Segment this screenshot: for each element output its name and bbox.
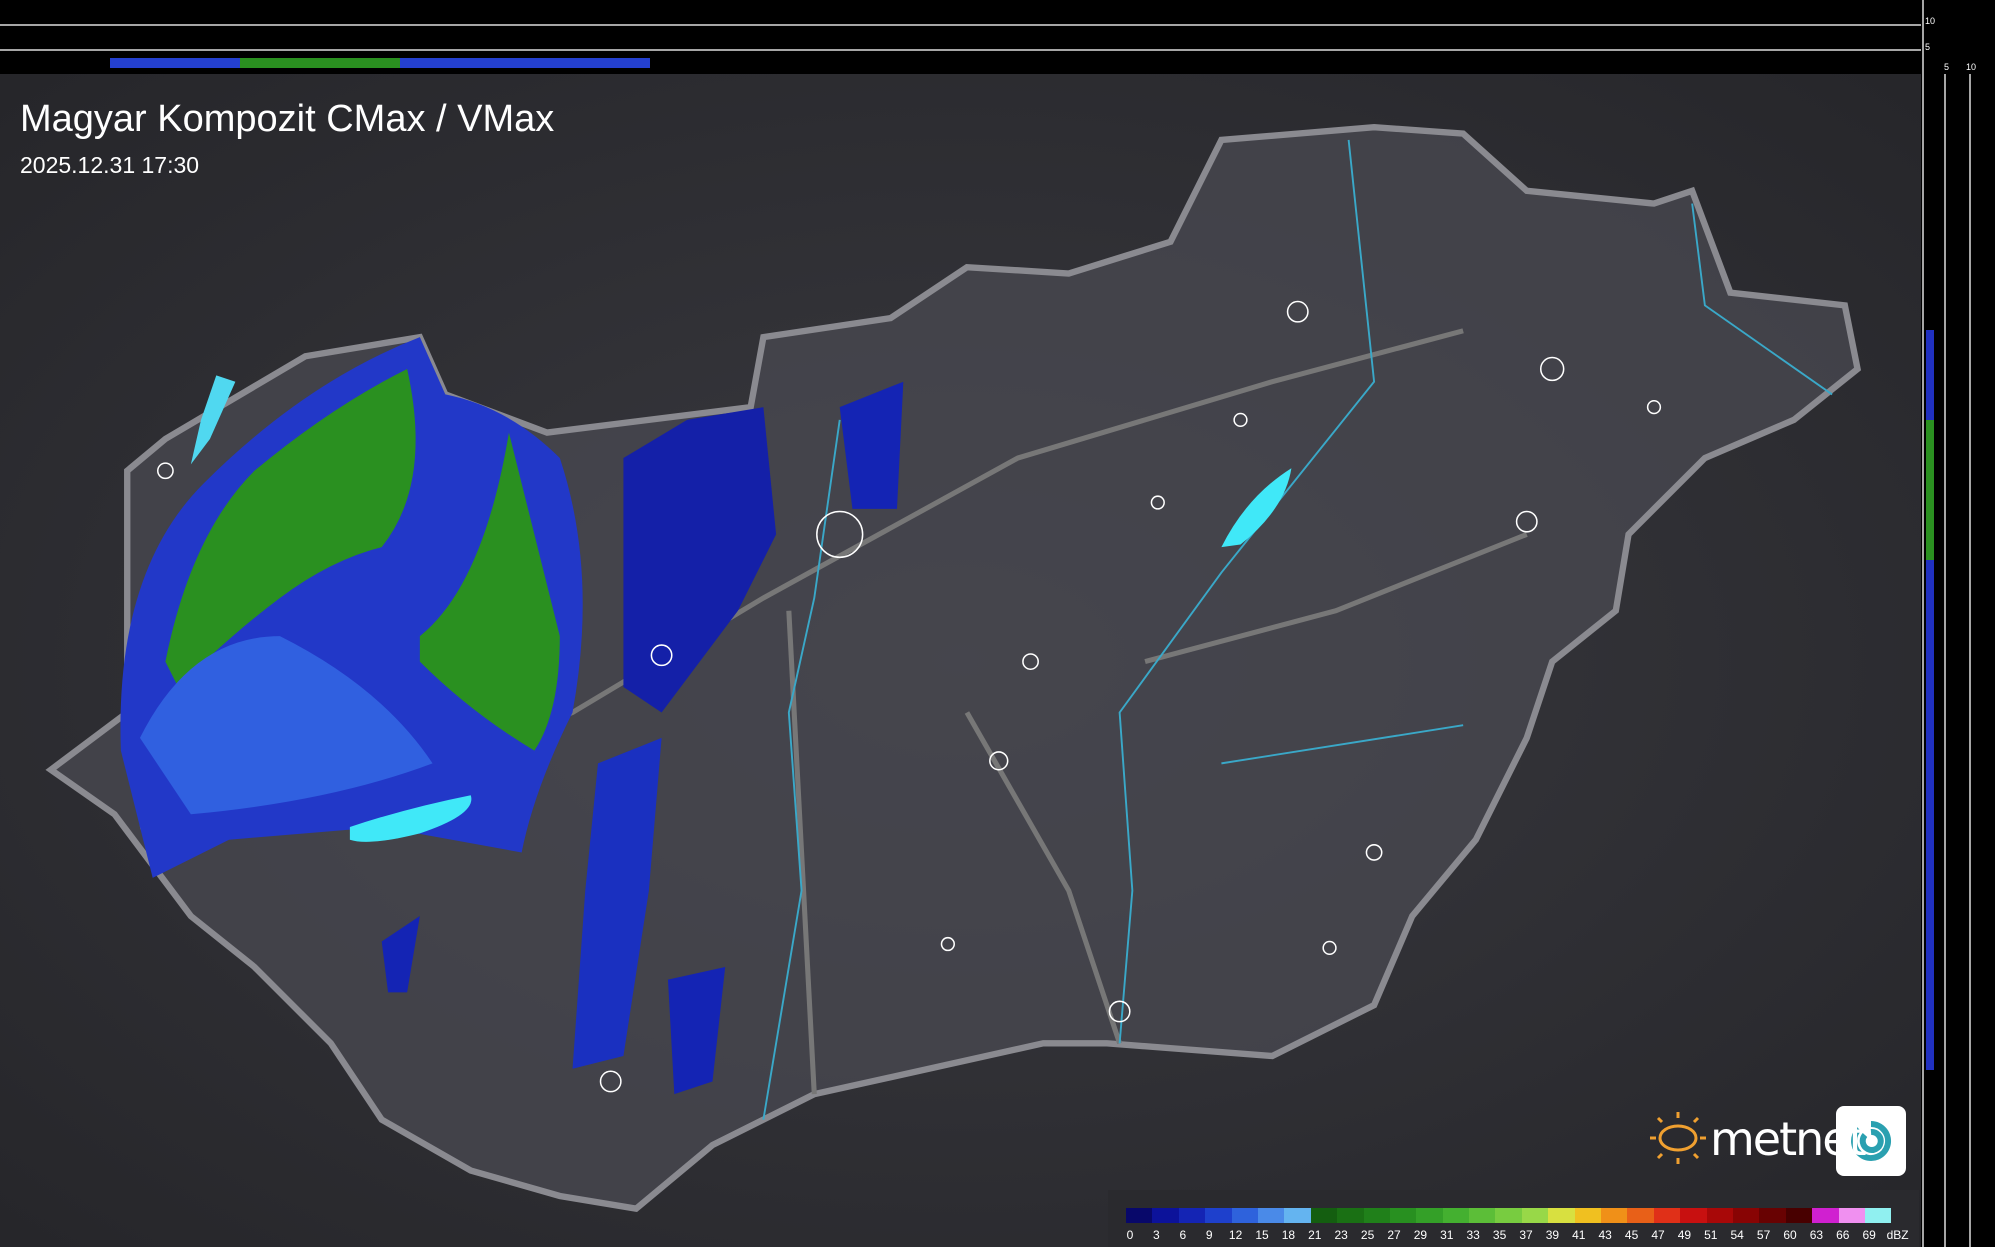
lake	[1221, 468, 1292, 548]
legend-label: 25	[1360, 1228, 1375, 1242]
legend-unit: dBZ	[1886, 1228, 1909, 1242]
legend-swatch	[1363, 1208, 1390, 1223]
legend-swatch	[1416, 1208, 1443, 1223]
legend-label: 63	[1809, 1228, 1824, 1242]
legend-swatch	[1389, 1208, 1417, 1223]
legend-swatch	[1205, 1208, 1232, 1223]
map-layer	[45, 124, 1862, 1213]
legend-swatch	[1257, 1208, 1285, 1223]
strip-radar	[1926, 420, 1934, 560]
scale-label: 5	[1944, 62, 1950, 72]
legend-label: 18	[1281, 1228, 1296, 1242]
roads	[139, 328, 1528, 1095]
lake	[190, 375, 236, 465]
legend-swatch	[1601, 1208, 1628, 1223]
logo	[1650, 1106, 1906, 1176]
legend-swatch	[1231, 1208, 1258, 1223]
legend-swatch	[1759, 1208, 1786, 1223]
legend-label: 45	[1624, 1228, 1639, 1242]
color-legend: 0 3 6 9 12 15 18 21 23 25 27 29 31 33 35 37 39 41 43 45 47 49…	[1108, 1190, 1919, 1247]
legend-label: 41	[1572, 1228, 1586, 1242]
country	[45, 124, 1862, 1213]
scale-label: 10	[1925, 16, 1936, 26]
strip-radar	[240, 58, 400, 68]
legend-swatch	[1284, 1208, 1311, 1223]
logo-text: metnet	[1710, 1112, 1867, 1166]
radar-echo	[381, 381, 904, 1095]
legend-swatch	[1521, 1208, 1549, 1223]
legend-swatch	[1732, 1208, 1760, 1223]
radar-echo	[139, 636, 433, 815]
timestamp: 2025.12.31 17:30	[20, 152, 200, 178]
legend-label: 27	[1387, 1228, 1401, 1242]
legend-swatch	[1337, 1208, 1364, 1223]
legend-swatch	[1653, 1208, 1681, 1223]
radar-echo	[165, 368, 416, 688]
map-title: Magyar Kompozit CMax / VMax	[20, 98, 555, 140]
legend-label: 35	[1492, 1228, 1507, 1242]
legend-swatch	[1548, 1208, 1575, 1223]
scale-label: 10	[1966, 62, 1977, 72]
legend-swatch	[1706, 1208, 1733, 1223]
legend-swatch	[1495, 1208, 1522, 1223]
legend-swatch	[1126, 1208, 1153, 1223]
legend-label: 9	[1205, 1228, 1213, 1242]
legend-label: 66	[1836, 1228, 1850, 1242]
legend-label: 60	[1783, 1228, 1797, 1242]
legend-swatch	[1680, 1208, 1707, 1223]
legend-label: 23	[1334, 1228, 1348, 1242]
legend-label: 6	[1179, 1228, 1187, 1242]
legend-label: 43	[1598, 1228, 1612, 1242]
legend-label: 54	[1730, 1228, 1744, 1242]
towns	[157, 300, 1662, 1093]
legend-swatch	[1627, 1208, 1654, 1223]
radar-echo	[623, 407, 777, 713]
rivers	[762, 139, 1833, 1120]
scale-label: 5	[1925, 42, 1931, 52]
legend-label: 39	[1545, 1228, 1560, 1242]
legend-label: 33	[1466, 1228, 1480, 1242]
legend-swatch	[1785, 1208, 1813, 1223]
legend-label: 12	[1228, 1228, 1243, 1242]
legend-swatch	[1864, 1208, 1892, 1223]
legend-bar	[1126, 1208, 1892, 1223]
legend-swatch	[1574, 1208, 1602, 1223]
legend-swatch	[1152, 1208, 1179, 1223]
legend-swatch	[1442, 1208, 1470, 1223]
legend-label: 49	[1677, 1228, 1692, 1242]
strip-radar	[1926, 330, 1934, 1070]
legend-label: 15	[1255, 1228, 1269, 1242]
legend-swatch	[1838, 1208, 1865, 1223]
radar-echo	[572, 737, 662, 1069]
legend-label: 37	[1519, 1228, 1533, 1242]
legend-label: 29	[1413, 1228, 1428, 1242]
radar-echo	[419, 432, 560, 751]
legend-swatch	[1178, 1208, 1206, 1223]
legend-label: 0	[1126, 1228, 1134, 1242]
legend-label: 57	[1756, 1228, 1771, 1242]
legend-swatch	[1310, 1208, 1338, 1223]
legend-label: 3	[1153, 1228, 1160, 1242]
legend-label: 21	[1308, 1228, 1322, 1242]
legend-label: 31	[1440, 1228, 1454, 1242]
legend-label: 47	[1651, 1228, 1665, 1242]
lake	[349, 795, 472, 842]
legend-swatch	[1812, 1208, 1839, 1223]
legend-label: 51	[1704, 1228, 1718, 1242]
legend-swatch	[1469, 1208, 1496, 1223]
legend-label: 69	[1862, 1228, 1876, 1242]
